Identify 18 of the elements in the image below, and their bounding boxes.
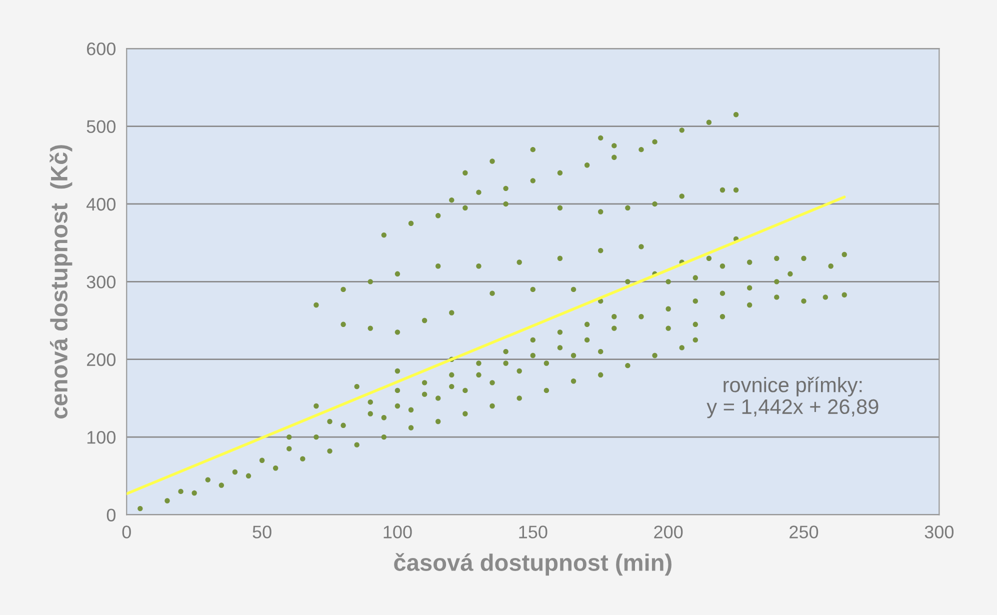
annotation: y = 1,442x + 26,89 — [706, 399, 878, 418]
x-axis-title: časová dostupnost (min) — [394, 553, 672, 576]
annotation: rovnice přímky: — [724, 376, 862, 396]
x-tick-label: 0 — [122, 526, 131, 538]
y-tick-label: 400 — [86, 198, 116, 211]
x-tick-label: 300 — [924, 526, 954, 538]
x-tick-label: 50 — [252, 526, 272, 538]
y-axis-title: cenová dostupnost (Kč) — [50, 145, 72, 418]
y-tick-label: 200 — [86, 353, 116, 366]
x-tick-label: 250 — [790, 526, 818, 538]
y-tick-label: 500 — [86, 120, 116, 133]
y-tick-label: 0 — [106, 508, 116, 522]
y-tick-label: 300 — [86, 276, 116, 288]
x-tick-label: 100 — [384, 526, 412, 538]
y-tick-label: 100 — [87, 430, 116, 444]
x-tick-label: 200 — [654, 526, 683, 538]
y-tick-label: 600 — [86, 42, 116, 56]
x-tick-label: 150 — [519, 526, 548, 538]
